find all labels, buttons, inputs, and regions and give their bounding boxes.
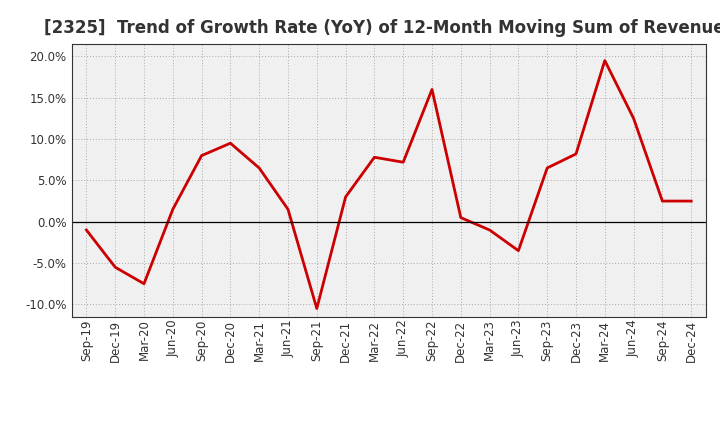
Title: [2325]  Trend of Growth Rate (YoY) of 12-Month Moving Sum of Revenues: [2325] Trend of Growth Rate (YoY) of 12-…	[43, 19, 720, 37]
